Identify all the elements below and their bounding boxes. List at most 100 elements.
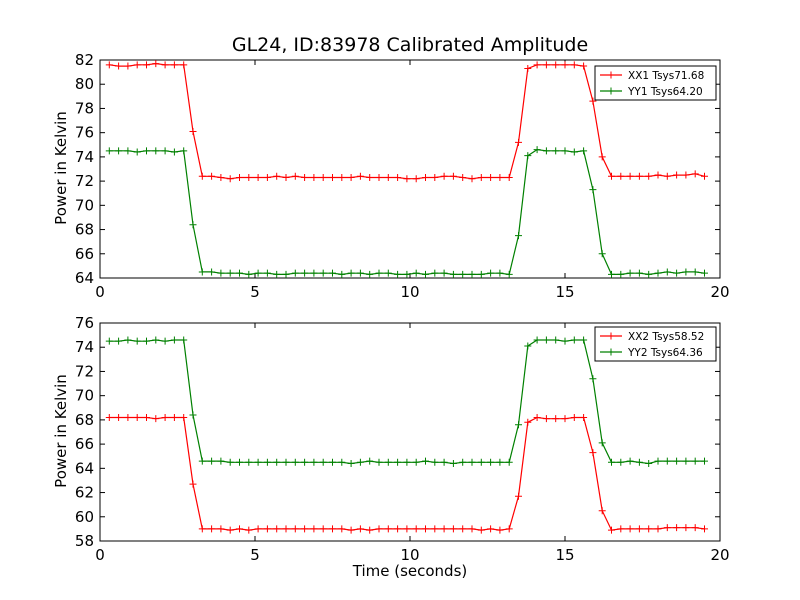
data-point [626,457,634,465]
data-point [161,147,169,155]
data-point [412,269,420,277]
data-point [617,525,625,533]
bottom-plot-xtick-label: 0 [95,546,105,564]
top-plot-legend-marker-1 [607,71,615,79]
data-point [180,61,188,69]
data-point [115,337,123,345]
data-point [263,269,271,277]
data-point [124,336,132,344]
data-point [189,127,197,135]
data-point [654,525,662,533]
data-point [245,270,253,278]
data-point [245,173,253,181]
bottom-plot-xtick-label: 10 [400,546,419,564]
data-point [440,525,448,533]
data-point [635,458,643,466]
data-point [496,458,504,466]
data-point [459,525,467,533]
data-point [459,458,467,466]
data-point [319,269,327,277]
data-point [347,459,355,467]
data-point [682,171,690,179]
data-point [645,172,653,180]
data-point [626,525,634,533]
data-point [403,525,411,533]
data-point [375,269,383,277]
bottom-plot-xtick-label: 5 [250,546,260,564]
data-point [468,270,476,278]
data-point [515,492,522,500]
data-point [226,175,234,183]
data-point [589,186,597,194]
data-point [170,61,178,69]
data-point [161,61,169,69]
data-point [170,148,178,156]
bottom-plot-xtick-label: 15 [555,546,574,564]
data-point [263,525,271,533]
data-point [459,173,467,181]
data-point [691,524,699,532]
data-point [542,415,550,423]
data-point [403,270,411,278]
data-point [552,147,560,155]
data-point [152,336,160,344]
data-point [542,61,550,69]
data-point [254,458,262,466]
data-point [394,525,402,533]
data-point [338,270,346,278]
data-point [626,172,634,180]
data-point [635,172,643,180]
data-point [198,172,206,180]
data-point [338,525,346,533]
data-point [291,269,299,277]
data-point [682,524,690,532]
data-point [663,524,671,532]
data-point [189,480,197,488]
data-point [580,336,588,344]
data-point [226,269,234,277]
data-point [115,62,123,70]
data-point [236,269,243,277]
data-point [180,147,188,155]
data-point [263,173,271,181]
data-point [301,525,309,533]
data-point [487,173,495,181]
data-point [310,173,318,181]
data-point [152,60,160,68]
data-point [124,413,132,421]
data-point [654,457,662,465]
data-point [245,458,253,466]
data-point [645,525,653,533]
data-point [384,458,392,466]
data-point [598,250,606,258]
data-point [310,269,318,277]
data-point [617,172,625,180]
data-point [356,525,364,533]
data-point [598,439,606,447]
data-point [366,270,374,278]
bottom-plot-ytick-label: 74 [75,338,94,356]
data-point [598,507,606,515]
data-point [198,457,206,465]
top-plot-xtick-label: 5 [250,283,260,301]
data-point [208,268,216,276]
data-point [254,525,262,533]
data-point [105,61,113,69]
data-point [180,336,188,344]
data-point [189,221,197,229]
data-point [542,336,550,344]
bottom-plot: 0 5 10 15 20 58 60 62 64 66 68 70 72 74 76 XX2 Tsys58.5… [75,314,730,564]
bottom-plot-ytick-label: 64 [75,459,94,477]
top-plot-ytick-label: 76 [75,124,94,142]
data-point [449,270,457,278]
data-point [477,173,485,181]
bottom-plot-xtick-label: 20 [710,546,729,564]
data-point [608,270,615,278]
data-point [133,337,141,345]
chart-title: GL24, ID:83978 Calibrated Amplitude [231,34,589,56]
data-point [329,269,336,277]
data-point [217,269,225,277]
data-point [366,457,374,465]
top-plot-legend-box [594,65,717,101]
data-point [273,458,281,466]
